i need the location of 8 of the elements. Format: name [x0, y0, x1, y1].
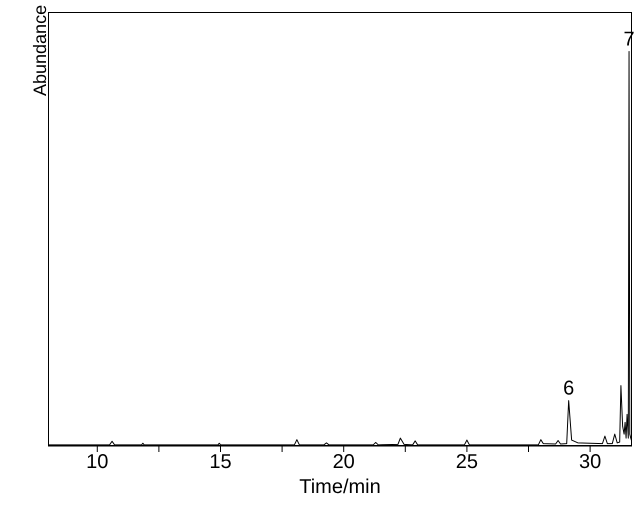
annotation: 6	[563, 378, 574, 400]
x-tick-label: 15	[209, 451, 232, 474]
y-axis-title: Abundance	[30, 4, 51, 96]
x-tick-label: 30	[578, 451, 602, 474]
x-tick-label: 25	[456, 451, 478, 474]
x-tick-label: 10	[86, 451, 108, 474]
x-axis-title: Time/min	[298, 476, 382, 499]
x-tick-label: 20	[332, 451, 355, 474]
